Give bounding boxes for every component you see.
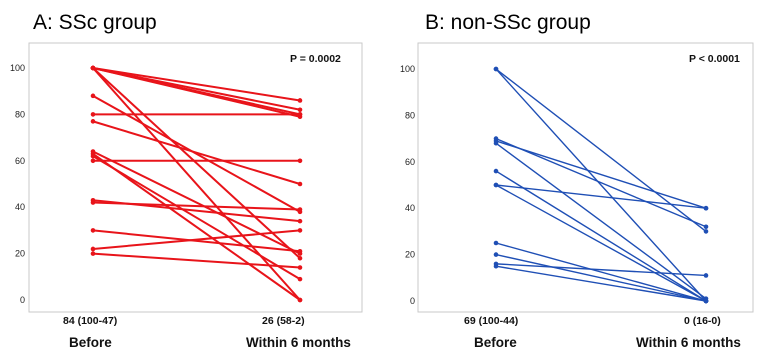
panel-non-ssc-group: B: non-SSc group 0 20 40 60 80 100 P < 0.0001… [400,11,754,350]
data-point [90,112,96,117]
data-point [90,65,96,71]
data-point [90,153,96,159]
panel-a-y-axis: 0 20 40 60 80 100 [10,63,25,305]
series-line [92,229,301,250]
data-point [493,240,499,246]
data-point [493,140,499,146]
data-point [90,119,96,124]
panel-b-median-before: 69 (100-44) [464,315,518,327]
series-line [495,137,707,228]
panel-b-x-category-after: Within 6 months [636,335,741,350]
panel-b-points [493,66,709,304]
panel-a-series-lines [92,67,301,301]
series-line [495,68,707,233]
y-tick-label: 100 [400,64,415,74]
panel-a-x-category-before: Before [69,335,112,350]
panel-b-series-lines [495,68,707,302]
data-point [297,181,303,187]
data-point [90,158,96,164]
y-tick-label: 80 [15,109,25,119]
y-tick-label: 40 [15,202,25,212]
series-line [92,155,301,281]
data-point [493,182,499,188]
data-point [297,276,303,282]
data-point [493,66,499,72]
panel-b-p-value: P < 0.0001 [689,53,740,65]
y-tick-label: 80 [405,110,415,120]
data-point [90,93,96,99]
series-line [495,68,707,302]
data-point [297,98,303,103]
data-point [90,251,96,256]
y-tick-label: 0 [20,295,25,305]
series-line [92,67,301,118]
data-point [297,228,303,233]
series-line [92,67,301,260]
panel-a-plot-border [28,42,363,313]
series-line [92,152,301,301]
series-line [92,252,301,269]
panel-b-title: B: non-SSc group [425,11,591,34]
y-tick-label: 20 [15,249,25,259]
panel-a-points [90,65,303,303]
y-tick-label: 0 [410,296,415,306]
data-point [297,297,303,303]
y-tick-label: 60 [15,156,25,166]
data-point [90,200,96,205]
series-line [92,67,301,102]
y-tick-label: 40 [405,203,415,213]
data-point [493,252,499,257]
data-point [297,218,303,224]
data-point [493,263,499,269]
panel-a-median-before: 84 (100-47) [63,315,117,327]
series-line [495,253,707,302]
data-point [90,228,96,233]
series-line [92,150,301,255]
data-point [297,107,303,113]
panel-b-plot-border [417,42,754,313]
series-line [92,201,301,211]
data-point [297,255,303,261]
data-point [297,265,303,270]
series-line [495,142,707,300]
series-line [92,120,301,185]
data-point [703,224,709,230]
series-line [92,229,301,253]
data-point [703,229,709,234]
panel-b-median-after: 0 (16-0) [684,315,721,327]
data-point [297,158,303,164]
panel-a-median-after: 26 (58-2) [262,315,305,327]
series-line [495,265,707,302]
y-tick-label: 100 [10,63,25,73]
series-line [92,67,301,301]
data-point [297,248,303,254]
y-tick-label: 60 [405,157,415,167]
panel-ssc-group: A: SSc group 0 20 40 60 80 100 P = 0.0002 84 … [10,11,363,350]
series-line [92,94,301,213]
y-tick-label: 20 [405,250,415,260]
data-point [493,168,499,174]
panel-a-title: A: SSc group [33,11,157,34]
panel-b-x-category-before: Before [474,335,517,350]
series-line [495,184,707,209]
series-line [495,263,707,277]
series-line [495,184,707,302]
series-line [495,242,707,302]
data-point [90,246,96,252]
series-line [495,170,707,302]
data-point [703,273,709,278]
panel-b-y-axis: 0 20 40 60 80 100 [400,64,415,306]
series-line [495,140,707,209]
data-point [703,298,709,304]
panel-a-x-category-after: Within 6 months [246,335,351,350]
panel-a-p-value: P = 0.0002 [290,53,341,65]
data-point [703,205,709,211]
data-point [297,207,303,212]
data-point [297,112,303,117]
